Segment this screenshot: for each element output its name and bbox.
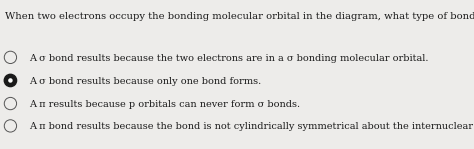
Ellipse shape	[9, 79, 12, 82]
Text: A σ bond results because the two electrons are in a σ bonding molecular orbital.: A σ bond results because the two electro…	[29, 54, 429, 63]
Text: When two electrons occupy the bonding molecular orbital in the diagram, what typ: When two electrons occupy the bonding mo…	[5, 12, 474, 21]
Ellipse shape	[4, 74, 17, 87]
Text: A σ bond results because only one bond forms.: A σ bond results because only one bond f…	[29, 77, 262, 86]
Text: A π results because p orbitals can never form σ bonds.: A π results because p orbitals can never…	[29, 100, 301, 109]
Text: A π bond results because the bond is not cylindrically symmetrical about the int: A π bond results because the bond is not…	[29, 122, 474, 131]
